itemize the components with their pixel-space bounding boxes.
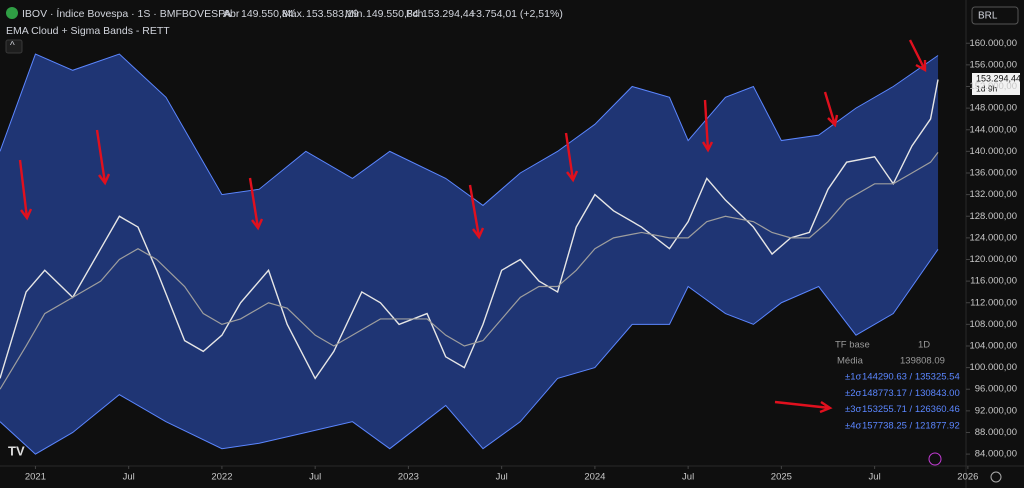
series-line [0, 79, 939, 380]
y-tick-label: 160.000,00 [969, 38, 1017, 49]
y-tick-label: 152.000,00 [969, 81, 1017, 92]
x-tick-label: Jul [123, 472, 135, 483]
table-cell: 153255.71 / 126360.46 [862, 404, 960, 415]
y-tick-label: 100.000,00 [969, 362, 1017, 373]
series-line [0, 152, 939, 390]
table-cell: 139808.09 [900, 356, 945, 367]
y-tick-label: 88.000,00 [975, 427, 1017, 438]
y-tick-label: 124.000,00 [969, 232, 1017, 243]
currency-select[interactable] [971, 6, 1019, 25]
y-tick-label: 148.000,00 [969, 103, 1017, 114]
ohlc-label: Abr [223, 8, 240, 20]
logo: TV [8, 443, 25, 458]
band-upper [0, 53, 939, 207]
currency: BRL [978, 11, 998, 22]
y-tick-label: 84.000,00 [975, 449, 1017, 460]
table-cell: Média [837, 356, 864, 367]
y-tick-label: 104.000,00 [969, 341, 1017, 352]
x-tick-label: 2021 [25, 472, 46, 483]
table-cell: 148773.17 / 130843.00 [862, 388, 960, 399]
x-tick-label: 2022 [211, 472, 232, 483]
y-tick-label: 120.000,00 [969, 254, 1017, 265]
ohlc-value: 149.550,84 [241, 8, 294, 20]
y-tick-label: 92.000,00 [975, 405, 1017, 416]
table-cell: ±4σ [845, 420, 861, 431]
x-tick-label: Jul [869, 472, 881, 483]
price-tag-value: 153.294,44 [976, 73, 1021, 83]
x-tick-label: 2023 [398, 472, 419, 483]
countdown: 1d 9h [976, 83, 998, 93]
table-cell: 157738.25 / 121877.92 [862, 420, 960, 431]
annotation-arrows [18, 39, 927, 414]
y-tick-label: 108.000,00 [969, 319, 1017, 330]
y-tick-label: 140.000,00 [969, 146, 1017, 157]
symbol: IBOV · Índice Bovespa · 1S · BMFBOVESPA [22, 7, 231, 20]
table-header: TF base [835, 340, 870, 351]
x-tick-label: 2026 [957, 472, 978, 483]
flag-icon [6, 7, 18, 19]
table-cell: ±3σ [845, 404, 861, 415]
table-header: 1D [918, 340, 930, 351]
price-tag [972, 73, 1020, 95]
table-cell: 144290.63 / 135325.54 [862, 372, 960, 383]
y-tick-label: 96.000,00 [975, 384, 1017, 395]
y-tick-label: 128.000,00 [969, 211, 1017, 222]
ohlc-value: 153.583,19 [306, 8, 359, 20]
y-tick-label: 156.000,00 [969, 59, 1017, 70]
alert-icon[interactable] [928, 452, 942, 466]
indicator-name: EMA Cloud + Sigma Bands - RETT [6, 25, 170, 37]
y-tick-label: 112.000,00 [970, 297, 1017, 308]
x-tick-label: Jul [496, 472, 508, 483]
x-tick-label: Jul [309, 472, 321, 483]
settings-icon[interactable] [990, 471, 1002, 483]
y-tick-label: 136.000,00 [969, 168, 1017, 179]
y-tick-label: 144.000,00 [969, 124, 1017, 135]
sigma-band [0, 54, 939, 455]
plot-area [0, 53, 939, 455]
band-lower [0, 249, 939, 455]
collapse-button[interactable] [5, 39, 23, 54]
x-tick-label: Jul [682, 472, 694, 483]
table-cell: ±2σ [845, 388, 861, 399]
y-tick-label: 132.000,00 [969, 189, 1017, 200]
change: +3.754,01 (+2,51%) [470, 8, 563, 20]
collapse-icon: ^ [10, 41, 15, 52]
table-cell: ±1σ [845, 372, 861, 383]
y-tick-label: 116.000,00 [970, 276, 1017, 287]
ohlc-value: 153.294,44 [422, 8, 475, 20]
ohlc-label: Máx. [282, 8, 305, 20]
stats-table: TF base 1D Média 139808.09 ±1σ 144290.63 / 13… [835, 340, 960, 432]
ohlc-label: Mín. [345, 8, 365, 20]
ohlc-value: 149.550,84 [366, 8, 419, 20]
ohlc-label: Fch [406, 8, 424, 20]
x-tick-label: 2025 [771, 472, 792, 483]
x-tick-label: 2024 [584, 472, 605, 483]
